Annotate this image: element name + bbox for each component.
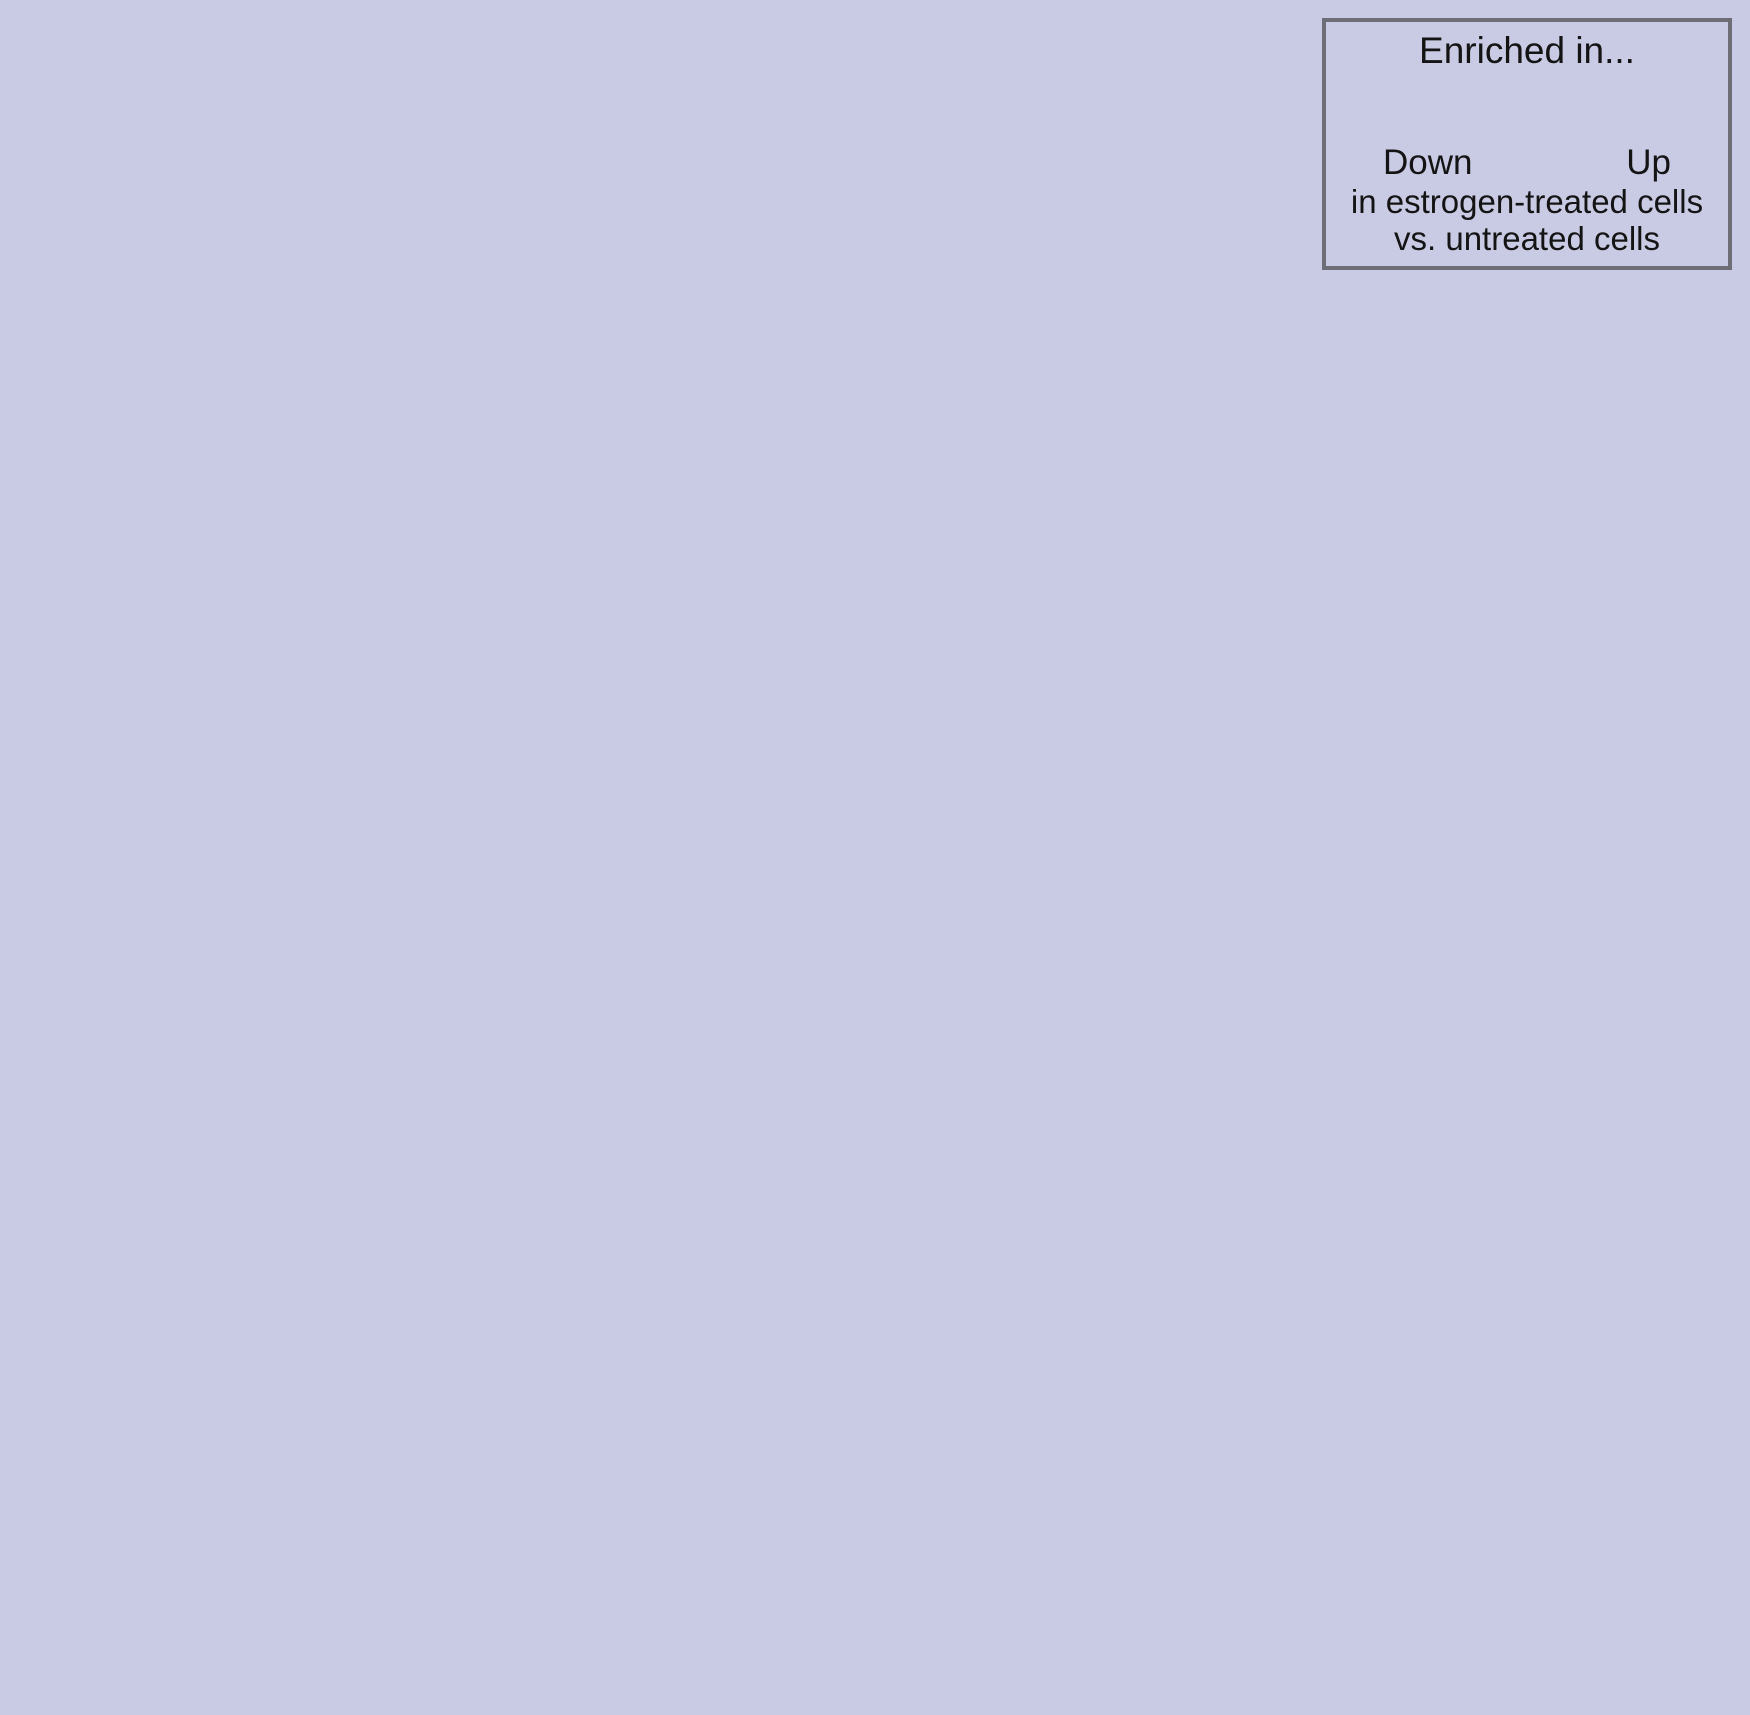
legend-subtitle-line2: vs. untreated cells <box>1394 220 1660 257</box>
legend-up-label: Up <box>1626 143 1671 182</box>
legend-subtitle-line1: in estrogen-treated cells <box>1350 183 1704 220</box>
color-legend: Enriched in... Down Up in estrogen-treat… <box>1322 18 1732 270</box>
legend-gradient-bar <box>1418 80 1636 140</box>
legend-title: Enriched in... <box>1419 30 1635 71</box>
legend-endpoint-labels: Down Up <box>1383 143 1671 183</box>
legend-down-label: Down <box>1383 143 1473 182</box>
